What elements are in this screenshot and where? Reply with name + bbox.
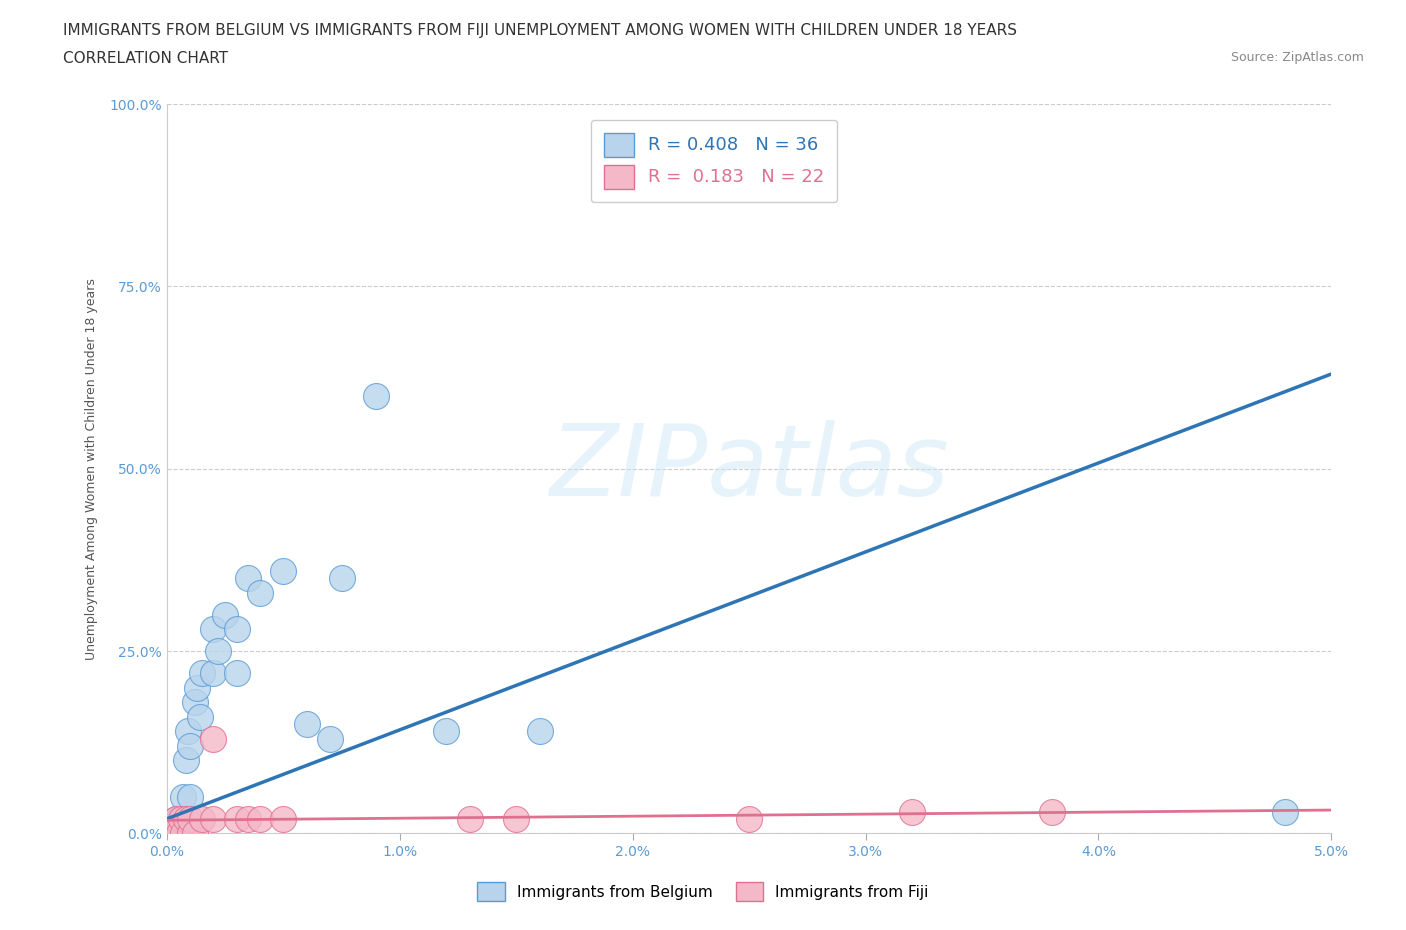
Point [273, 564, 295, 578]
Point [249, 811, 271, 826]
Legend: Immigrants from Belgium, Immigrants from Fiji: Immigrants from Belgium, Immigrants from… [465, 870, 941, 913]
Point [191, 666, 214, 681]
Point [319, 731, 342, 746]
Point [505, 811, 527, 826]
Point [172, 790, 194, 804]
Point [186, 680, 208, 695]
Text: ZIPatlas: ZIPatlas [550, 420, 949, 517]
Text: Source: ZipAtlas.com: Source: ZipAtlas.com [1230, 51, 1364, 64]
Point [901, 804, 924, 819]
Point [249, 585, 271, 600]
Y-axis label: Unemployment Among Women with Children Under 18 years: Unemployment Among Women with Children U… [86, 278, 98, 659]
Point [179, 790, 201, 804]
Point [160, 826, 183, 841]
Point [184, 826, 207, 841]
Point [738, 811, 761, 826]
Point [225, 622, 247, 637]
Point [225, 666, 247, 681]
Point [174, 753, 197, 768]
Point [172, 826, 194, 841]
Point [330, 571, 353, 586]
Point [207, 644, 229, 658]
Point [202, 811, 225, 826]
Point [179, 826, 201, 841]
Point [1274, 804, 1296, 819]
Point [179, 811, 201, 826]
Point [202, 731, 225, 746]
Point [273, 811, 295, 826]
Point [167, 826, 190, 841]
Point [202, 622, 225, 637]
Point [188, 710, 211, 724]
Point [160, 826, 183, 841]
Point [366, 389, 388, 404]
Point [238, 811, 260, 826]
Point [163, 826, 186, 841]
Legend: R = 0.408   N = 36, R =  0.183   N = 22: R = 0.408 N = 36, R = 0.183 N = 22 [591, 120, 838, 202]
Point [184, 695, 207, 710]
Point [1040, 804, 1063, 819]
Point [174, 826, 197, 841]
Point [238, 571, 260, 586]
Point [434, 724, 457, 738]
Text: CORRELATION CHART: CORRELATION CHART [63, 51, 228, 66]
Point [170, 811, 193, 826]
Point [225, 811, 247, 826]
Point [458, 811, 481, 826]
Point [174, 811, 197, 826]
Point [202, 666, 225, 681]
Point [191, 811, 214, 826]
Point [179, 826, 201, 841]
Point [214, 607, 236, 622]
Point [167, 811, 190, 826]
Point [165, 811, 187, 826]
Point [295, 717, 318, 732]
Point [165, 811, 187, 826]
Point [165, 826, 187, 841]
Point [529, 724, 551, 738]
Point [167, 826, 190, 841]
Text: IMMIGRANTS FROM BELGIUM VS IMMIGRANTS FROM FIJI UNEMPLOYMENT AMONG WOMEN WITH CH: IMMIGRANTS FROM BELGIUM VS IMMIGRANTS FR… [63, 23, 1018, 38]
Point [163, 826, 186, 841]
Point [172, 826, 194, 841]
Point [170, 811, 193, 826]
Point [170, 826, 193, 841]
Point [177, 724, 200, 738]
Point [179, 738, 201, 753]
